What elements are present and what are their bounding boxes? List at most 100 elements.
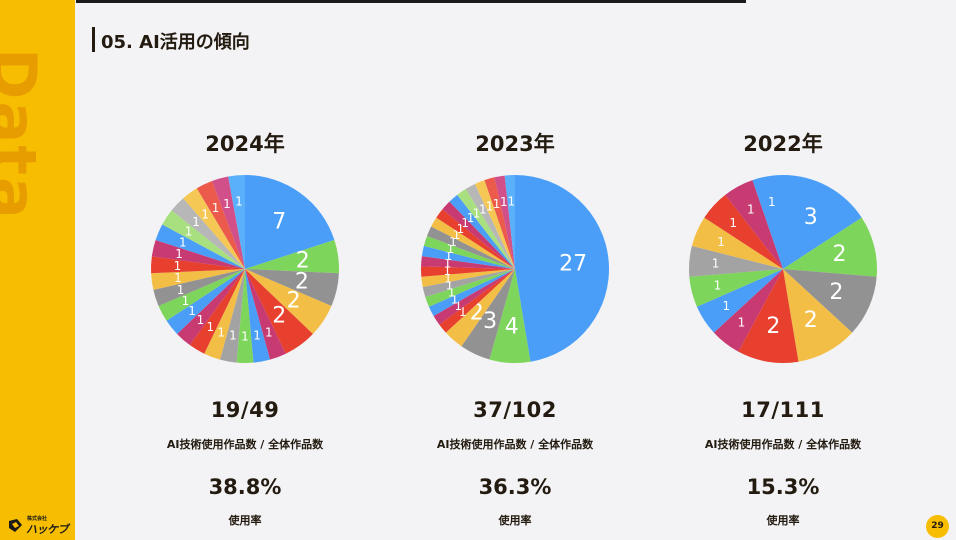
slice-label: 2 xyxy=(296,249,310,274)
pie-slice xyxy=(439,269,515,333)
pie-slice xyxy=(245,269,339,306)
pie-slice xyxy=(713,269,783,352)
slice-label: 1 xyxy=(461,216,469,230)
pie-slice xyxy=(228,175,245,269)
pie-slice xyxy=(696,269,783,333)
slice-label: 1 xyxy=(201,207,209,221)
pie-slice xyxy=(245,239,340,274)
pie-slice xyxy=(436,209,515,269)
pie-slice xyxy=(421,269,515,288)
slice-label: 1 xyxy=(455,299,463,313)
usage-ratio: 17/111 xyxy=(741,398,825,422)
slice-label: 1 xyxy=(188,304,196,318)
slice-label: 1 xyxy=(500,195,508,209)
slice-label: 1 xyxy=(185,225,193,239)
slice-label: 1 xyxy=(223,197,231,211)
pie-slice xyxy=(245,269,271,363)
pie-slice xyxy=(245,269,313,354)
pie-slice xyxy=(150,256,245,274)
slice-label: 2 xyxy=(272,304,286,329)
slice-label: 1 xyxy=(192,215,200,229)
usage-rate-label: 使用率 xyxy=(498,514,532,527)
pie-slice xyxy=(151,269,245,290)
chart-title: 2023年 xyxy=(475,132,555,156)
pie-slice xyxy=(783,175,862,269)
slice-label: 2 xyxy=(287,289,301,314)
usage-ratio-label: AI技術使用作品数 / 全体作品数 xyxy=(436,438,594,451)
usage-rate: 36.3% xyxy=(478,475,552,499)
slice-label: 1 xyxy=(473,206,481,220)
slice-label: 1 xyxy=(453,228,461,242)
slice-label: 1 xyxy=(175,247,183,261)
slice-label: 1 xyxy=(467,211,475,225)
slice-label: 1 xyxy=(253,329,261,343)
usage-ratio-label: AI技術使用作品数 / 全体作品数 xyxy=(704,438,862,451)
slice-label: 2 xyxy=(295,269,309,294)
slice-label: 1 xyxy=(229,329,237,343)
sidebar: Data 株式会社 ハッケブ xyxy=(0,0,75,540)
slice-label: 3 xyxy=(804,205,818,230)
pie-slice xyxy=(474,180,515,269)
chart-title: 2024年 xyxy=(205,132,285,156)
slice-label: 1 xyxy=(449,235,457,249)
pie-slice xyxy=(689,245,783,277)
pie-slice xyxy=(422,269,515,298)
slice-label: 2 xyxy=(829,280,843,305)
pie-slice xyxy=(484,177,515,269)
pie-slice xyxy=(211,176,245,269)
slice-label: 1 xyxy=(747,202,755,216)
pie-slice xyxy=(442,201,515,269)
pie-slice xyxy=(196,180,245,269)
slice-label: 2 xyxy=(804,308,818,333)
slice-label: 2 xyxy=(833,242,847,267)
pie-slice xyxy=(489,269,531,364)
pie-slice xyxy=(783,269,853,362)
slice-label: 1 xyxy=(174,271,182,285)
pie-slice xyxy=(738,269,799,364)
pie-slice xyxy=(236,269,254,363)
pie-slice xyxy=(421,256,515,269)
slice-label: 1 xyxy=(768,195,776,209)
pie-slice xyxy=(421,266,515,277)
slice-label: 1 xyxy=(486,199,494,213)
slice-label: 1 xyxy=(507,194,515,208)
pie-slice xyxy=(689,269,783,307)
pie-slice xyxy=(704,194,783,269)
slice-label: 4 xyxy=(505,315,519,340)
slice-label: 1 xyxy=(459,305,467,319)
slice-label: 7 xyxy=(272,209,286,234)
logo-corp-label: 株式会社 xyxy=(27,516,48,522)
pie-slice xyxy=(783,269,877,333)
top-rule xyxy=(76,0,746,3)
usage-rate-label: 使用率 xyxy=(228,514,262,527)
pie-slice xyxy=(245,175,335,269)
pie-slice xyxy=(515,175,610,362)
pie-slice xyxy=(171,198,245,269)
usage-ratio: 37/102 xyxy=(473,398,557,422)
pie-slice xyxy=(449,194,515,269)
slice-label: 1 xyxy=(265,325,273,339)
usage-rate: 15.3% xyxy=(746,475,820,499)
slice-label: 1 xyxy=(182,294,190,308)
pie-slice xyxy=(153,269,245,306)
usage-ratio: 19/49 xyxy=(210,398,280,422)
slice-label: 1 xyxy=(451,293,459,307)
pie-slice xyxy=(461,269,515,360)
slice-label: 2 xyxy=(766,314,780,339)
slice-label: 1 xyxy=(446,279,454,293)
pie-slice xyxy=(691,217,783,269)
pie-slice xyxy=(155,224,245,269)
sidebar-word: Data xyxy=(0,48,50,221)
slice-label: 1 xyxy=(445,249,453,263)
slice-label: 1 xyxy=(723,299,731,313)
pie-slice xyxy=(245,269,332,334)
section-marker xyxy=(92,27,95,52)
pie-slice xyxy=(494,175,515,269)
slice-label: 1 xyxy=(479,202,487,216)
pie-slice xyxy=(431,217,515,269)
slice-label: 1 xyxy=(714,279,722,293)
